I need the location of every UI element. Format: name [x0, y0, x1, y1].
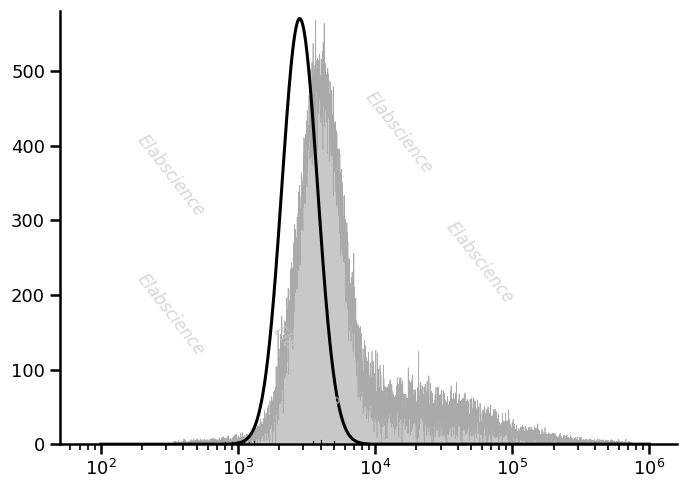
Text: Elabscience: Elabscience: [133, 270, 208, 359]
Text: Elabscience: Elabscience: [442, 218, 517, 307]
Text: Elabscience: Elabscience: [362, 88, 436, 177]
Text: Elabscience: Elabscience: [133, 131, 208, 220]
Text: Elabscience: Elabscience: [269, 322, 344, 411]
